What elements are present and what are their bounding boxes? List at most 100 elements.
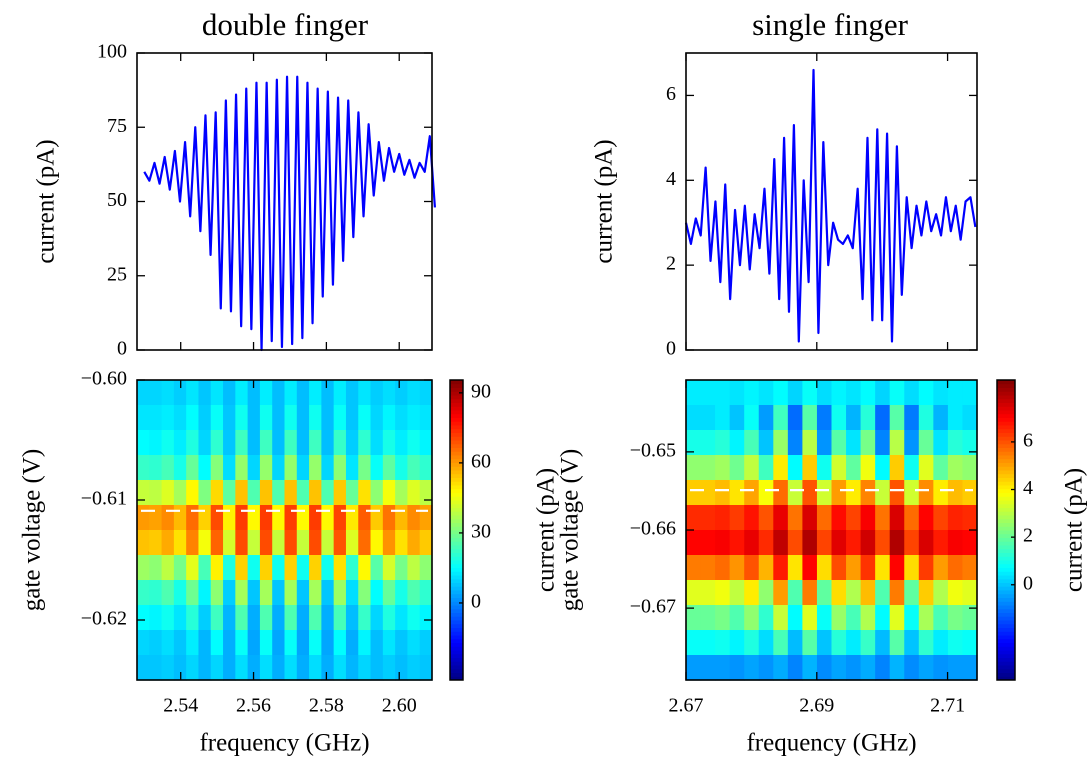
colorbar-swatch bbox=[450, 421, 463, 426]
heatmap-cell bbox=[321, 555, 335, 581]
heatmap-cell bbox=[918, 480, 934, 506]
heatmap-cell bbox=[382, 405, 396, 431]
heatmap-cell bbox=[382, 655, 396, 681]
colorbar-swatch bbox=[997, 458, 1015, 463]
heatmap-cell bbox=[137, 655, 150, 681]
heatmap-cell bbox=[744, 430, 760, 456]
heatmap-cell bbox=[419, 430, 433, 456]
heatmap-cell bbox=[933, 580, 949, 606]
heatmap-cell bbox=[744, 655, 760, 681]
heatmap-cell bbox=[904, 655, 920, 681]
heatmap-cell bbox=[149, 480, 163, 506]
heatmap-cell bbox=[309, 605, 322, 631]
colorbar-swatch bbox=[450, 462, 463, 467]
heatmap-cell bbox=[773, 505, 789, 531]
heatmap-cell bbox=[773, 455, 789, 481]
heatmap-cell bbox=[137, 555, 150, 581]
colorbar-swatch bbox=[450, 515, 463, 520]
heatmap-cell bbox=[149, 380, 163, 406]
heatmap-cell bbox=[358, 380, 372, 406]
colorbar-swatch bbox=[997, 545, 1015, 550]
heatmap-cell bbox=[962, 605, 978, 631]
heatmap-cell bbox=[161, 405, 175, 431]
heatmap-cell bbox=[137, 630, 150, 656]
colorbar-swatch bbox=[450, 567, 463, 572]
colorbar-swatch bbox=[997, 571, 1015, 576]
heatmap-cell bbox=[186, 555, 200, 581]
heatmap-cell bbox=[889, 405, 905, 431]
colorbar-swatch bbox=[450, 526, 463, 531]
heatmap-cell bbox=[284, 505, 298, 531]
heatmap-cell bbox=[933, 630, 949, 656]
heatmap-cell bbox=[787, 580, 803, 606]
colorbar-swatch bbox=[997, 612, 1015, 617]
heatmap-cell bbox=[744, 455, 760, 481]
heatmap-cell bbox=[186, 455, 200, 481]
heatmap-cell bbox=[198, 430, 212, 456]
heatmap-cell bbox=[947, 655, 964, 681]
heatmap-cell bbox=[419, 655, 433, 681]
heatmap-cell bbox=[235, 555, 249, 581]
heatmap-cell bbox=[419, 555, 433, 581]
x-tick-label: 2.67 bbox=[669, 695, 704, 717]
heatmap-cell bbox=[345, 405, 359, 431]
heatmap-cell bbox=[321, 430, 335, 456]
heatmap-cell bbox=[149, 505, 163, 531]
heatmap-cell bbox=[729, 380, 745, 406]
colorbar-swatch bbox=[997, 492, 1015, 497]
heatmap-cell bbox=[860, 430, 876, 456]
heatmap-cell bbox=[744, 580, 760, 606]
heatmap-cell bbox=[370, 605, 384, 631]
heatmap-cell bbox=[758, 655, 774, 681]
heatmap-cell bbox=[407, 580, 421, 606]
colorbar-swatch bbox=[997, 451, 1015, 456]
heatmap-cell bbox=[889, 430, 905, 456]
heatmap-cell bbox=[223, 530, 236, 556]
heatmap-cell bbox=[149, 455, 163, 481]
colorbar-swatch bbox=[450, 575, 463, 580]
colorbar-swatch bbox=[997, 417, 1015, 422]
colorbar-swatch bbox=[997, 380, 1015, 385]
heatmap-cell bbox=[395, 555, 409, 581]
heatmap-cell bbox=[787, 455, 803, 481]
heatmap-cell bbox=[773, 480, 789, 506]
heatmap-cell bbox=[933, 555, 949, 581]
heatmap-cell bbox=[272, 655, 286, 681]
colorbar-swatch bbox=[997, 406, 1015, 411]
heatmap-cell bbox=[309, 630, 322, 656]
colorbar-swatch bbox=[997, 443, 1015, 448]
heatmap-cell bbox=[686, 630, 702, 656]
heatmap-cell bbox=[758, 405, 774, 431]
heatmap-cell bbox=[321, 605, 335, 631]
heatmap-cell bbox=[173, 405, 187, 431]
heatmap-cell bbox=[875, 405, 891, 431]
heatmap-cell bbox=[846, 605, 862, 631]
heatmap-cell bbox=[715, 455, 731, 481]
heatmap-cell bbox=[223, 380, 236, 406]
heatmap-cell bbox=[259, 555, 273, 581]
heatmap-cell bbox=[210, 580, 224, 606]
heatmap-cell bbox=[358, 505, 372, 531]
colorbar-swatch bbox=[997, 436, 1015, 441]
colorbar-swatch bbox=[997, 518, 1015, 523]
heatmap-cell bbox=[272, 430, 286, 456]
x-tick-label: 2.58 bbox=[309, 695, 344, 717]
colorbar-swatch bbox=[450, 672, 463, 677]
heatmap-cell bbox=[296, 405, 310, 431]
colorbar-swatch bbox=[997, 496, 1015, 501]
heatmap-cell bbox=[831, 555, 847, 581]
heatmap-cell bbox=[904, 405, 920, 431]
colorbar-swatch bbox=[997, 608, 1015, 613]
colorbar-swatch bbox=[997, 507, 1015, 512]
heatmap-cell bbox=[198, 605, 212, 631]
colorbar-swatch bbox=[450, 380, 463, 385]
heatmap-cell bbox=[407, 655, 421, 681]
heatmap-cell bbox=[787, 655, 803, 681]
heatmap-cell bbox=[309, 555, 322, 581]
colorbar-swatch bbox=[450, 425, 463, 430]
heatmap-cell bbox=[816, 580, 833, 606]
heatmap-cell bbox=[947, 430, 964, 456]
colorbar-swatch bbox=[450, 496, 463, 501]
heatmap-cell bbox=[137, 530, 150, 556]
heatmap-cell bbox=[933, 655, 949, 681]
